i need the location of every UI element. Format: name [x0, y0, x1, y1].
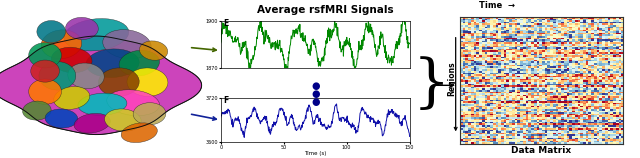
Text: ●: ●	[311, 89, 320, 99]
Ellipse shape	[54, 86, 90, 109]
Text: E: E	[223, 19, 229, 28]
Ellipse shape	[68, 63, 104, 89]
Ellipse shape	[104, 109, 141, 131]
Ellipse shape	[119, 50, 159, 76]
Text: Average rsfMRI Signals: Average rsfMRI Signals	[257, 5, 394, 15]
Polygon shape	[0, 36, 202, 135]
Ellipse shape	[51, 47, 92, 73]
X-axis label: Time (s): Time (s)	[304, 151, 326, 156]
Ellipse shape	[86, 49, 140, 77]
Ellipse shape	[133, 103, 166, 125]
Ellipse shape	[140, 41, 168, 60]
Ellipse shape	[78, 93, 127, 115]
Ellipse shape	[64, 19, 129, 51]
Ellipse shape	[74, 113, 110, 133]
Text: ●: ●	[311, 97, 320, 107]
Ellipse shape	[29, 79, 61, 104]
Ellipse shape	[127, 68, 168, 96]
Ellipse shape	[45, 109, 78, 128]
Ellipse shape	[31, 60, 60, 82]
Text: ●: ●	[311, 81, 320, 91]
Ellipse shape	[29, 43, 61, 68]
Ellipse shape	[22, 101, 51, 120]
Ellipse shape	[39, 62, 76, 90]
Text: F: F	[223, 96, 229, 105]
Ellipse shape	[41, 30, 82, 59]
Ellipse shape	[107, 90, 159, 116]
Text: Regions: Regions	[447, 62, 456, 96]
Text: }: }	[413, 57, 450, 113]
Ellipse shape	[99, 68, 140, 96]
Text: Time  →: Time →	[479, 1, 515, 10]
Ellipse shape	[37, 21, 65, 43]
Ellipse shape	[121, 123, 157, 143]
Ellipse shape	[65, 17, 99, 40]
Ellipse shape	[103, 30, 151, 59]
Text: Data Matrix: Data Matrix	[511, 146, 571, 155]
